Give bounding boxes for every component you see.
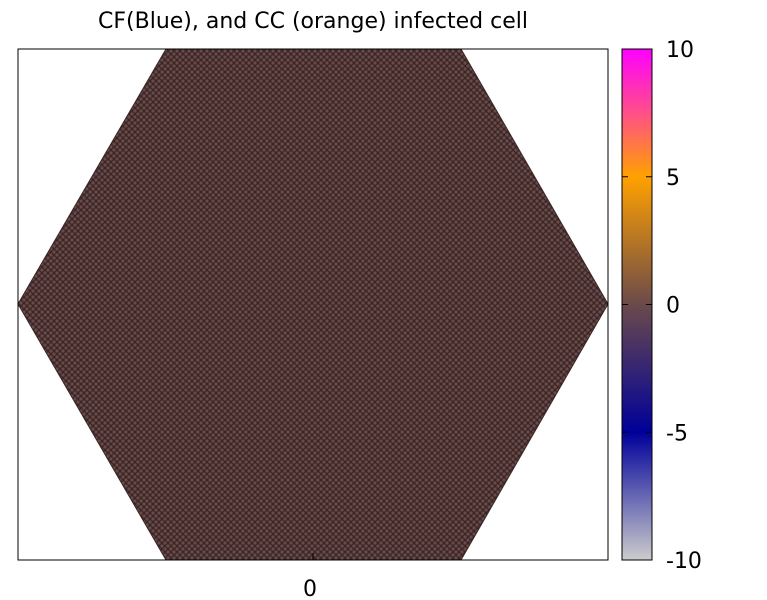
colorbar-tick-label: 5 <box>666 166 680 191</box>
colorbar-tick-label: -5 <box>666 421 688 446</box>
colorbar-ticks: 10 5 0 -5 -10 <box>622 38 702 574</box>
colorbar-tick-label: 10 <box>666 38 694 63</box>
colorbar-tick-label: -10 <box>666 549 702 574</box>
x-tick-label: 0 <box>303 577 317 600</box>
chart-title: CF(Blue), and CC (orange) infected cell <box>98 9 528 34</box>
colorbar-tick-label: 0 <box>666 294 680 319</box>
